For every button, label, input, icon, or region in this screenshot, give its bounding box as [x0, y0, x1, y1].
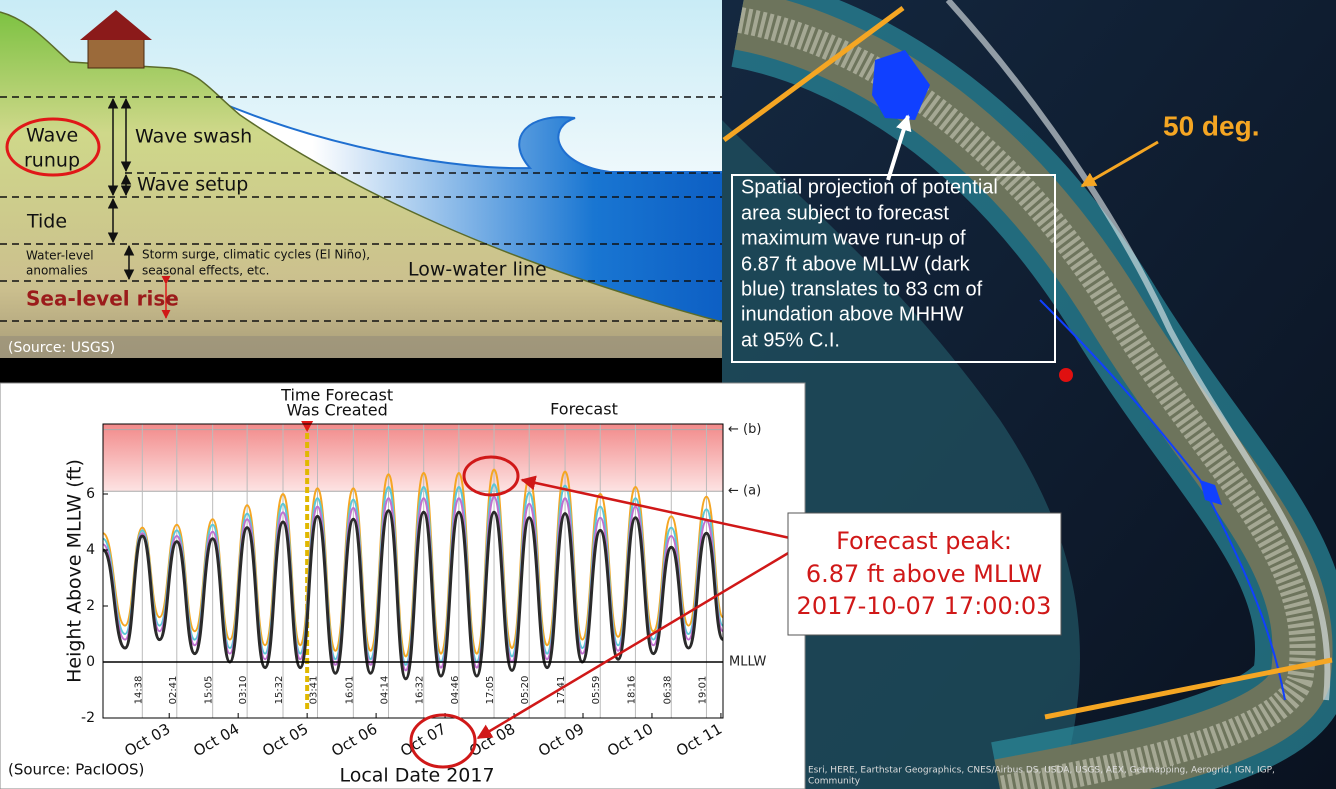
wave-line [209, 97, 722, 173]
chart-label: Was Created [286, 401, 387, 420]
surf [945, 0, 1331, 701]
roof [80, 10, 152, 40]
time-tick-label: 04:14 [380, 676, 391, 705]
chart-panel: ← (b) ← (a) 14:38 02:41 15:05 03:10 15:32 03:41… [0, 382, 806, 789]
diagram-label: Wave setup [137, 174, 248, 196]
callout-line: 2017-10-07 17:00:03 [797, 592, 1052, 620]
threshold-label: ← (b) [728, 422, 761, 437]
diagram-label: Wave swash [135, 126, 252, 148]
house [87, 37, 145, 69]
axis-title: Local Date 2017 [339, 765, 494, 787]
highlight-circle [409, 713, 477, 769]
sea [210, 98, 722, 330]
plot-frame [102, 423, 724, 719]
y-tick-label: 0 [86, 654, 95, 670]
annotation-box [731, 174, 1056, 363]
time-tick-label: 18:16 [626, 676, 637, 705]
land [0, 12, 722, 358]
time-tick-label: 15:05 [204, 676, 215, 705]
time-tick-label: 15:32 [274, 676, 285, 705]
chart-label: Time Forecast [280, 386, 393, 405]
source: (Source: PacIOOS) [8, 761, 144, 779]
gauge-dot [1059, 368, 1073, 382]
diagram-label: Storm surge, climatic cycles (El Niño), [142, 248, 370, 262]
annotation-line: inundation above MHHW [741, 303, 963, 325]
annotation: Spatial projection of potential area sub… [741, 176, 998, 351]
diagram-label: seasonal effects, etc. [142, 264, 269, 278]
time-tick-label: 05:59 [591, 676, 602, 705]
time-tick-label: 16:32 [415, 676, 426, 705]
annotation-line: blue) translates to 83 cm of [741, 278, 983, 300]
time-tick-label: 06:38 [662, 676, 673, 705]
time-tick-label: 16:01 [344, 676, 355, 705]
angle-label: 50 deg. [1163, 110, 1259, 141]
reference-label: MLLW [729, 655, 767, 670]
diagram-label: Sea-level rise [26, 287, 179, 311]
annotation-arrow [886, 114, 912, 181]
direction-arrow [1080, 140, 1159, 188]
time-tick-label: 03:10 [238, 676, 249, 705]
flood-area [1200, 480, 1222, 505]
attribution: Community [808, 777, 861, 787]
y-tick-label: 2 [86, 598, 95, 614]
diagram-label: Water-level [26, 249, 94, 263]
callout-box [787, 512, 1062, 636]
highlight-circle [462, 455, 520, 497]
callout-line: Forecast peak: [836, 527, 1012, 555]
shoreline [0, 11, 723, 323]
callout-arrow [476, 550, 791, 740]
annotation-line: Spatial projection of potential [741, 176, 998, 198]
source-band [0, 336, 722, 358]
time-tick-label: 19:01 [697, 676, 708, 705]
attribution: Esri, HERE, Earthstar Geographics, CNES/… [808, 766, 1275, 776]
source: (Source: USGS) [8, 340, 115, 356]
time-tick-label: 14:38 [133, 676, 144, 705]
y-tick-label: 6 [86, 486, 95, 502]
flood-area [872, 50, 930, 120]
diagram-label: runup [24, 150, 80, 172]
annotation-line: at 95% C.I. [741, 329, 840, 351]
time-tick-label: 03:41 [308, 676, 319, 705]
axis-title: Height Above MLLW (ft) [64, 459, 86, 683]
time-tick-label: 04:46 [450, 676, 461, 705]
transect-line [722, 5, 905, 143]
diagram-label: Low-water line [408, 259, 547, 281]
exceedance-zone [103, 424, 723, 492]
transect-line [1044, 657, 1333, 720]
callout-arrow [520, 475, 791, 540]
time-tick-label: 17:41 [556, 676, 567, 705]
diagram-label: Wave [26, 125, 78, 147]
diagram-panel: Wave runup Wave swash Wave setup Tide Wa… [0, 0, 723, 358]
time-tick-label: 02:41 [168, 676, 179, 705]
annotation-line: maximum wave run-up of [741, 227, 966, 249]
flood-edge [1039, 299, 1286, 701]
highlight-circle [5, 117, 101, 177]
chart-label: Forecast [550, 400, 618, 419]
callout: Forecast peak: 6.87 ft above MLLW 2017-1… [409, 455, 1062, 769]
time-tick-label: 05:20 [520, 676, 531, 705]
map-panel: 50 deg. Spatial projection of potential … [722, 0, 1336, 789]
callout-line: 6.87 ft above MLLW [806, 560, 1042, 588]
y-tick-label: 4 [86, 542, 95, 558]
time-tick-label: 17:05 [485, 676, 496, 705]
y-tick-label: -2 [81, 710, 95, 726]
threshold-label: ← (a) [728, 484, 761, 499]
diagram-label: anomalies [26, 264, 88, 278]
annotation-line: area subject to forecast [741, 202, 949, 224]
diagram-label: Tide [26, 211, 67, 233]
annotation-line: 6.87 ft above MLLW (dark [741, 253, 971, 275]
